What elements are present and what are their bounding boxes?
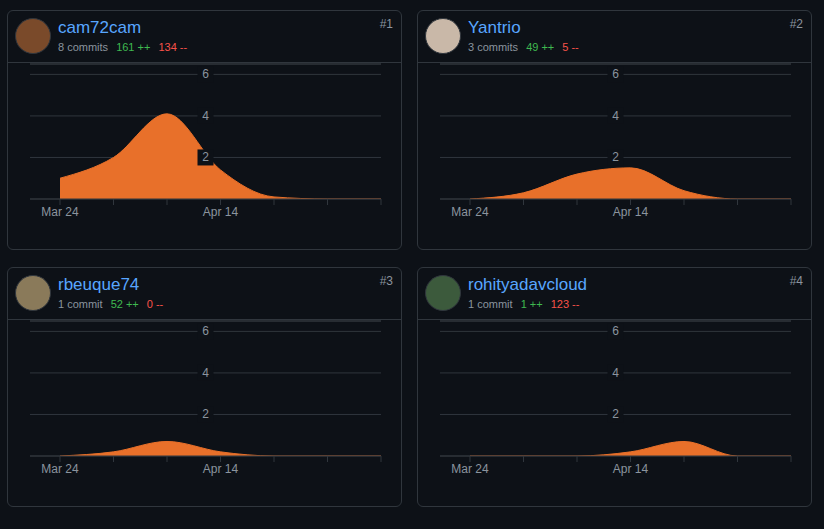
html-text:0 --: 0 -- [146, 298, 164, 310]
svg-text:Mar 24: Mar 24 [451, 462, 489, 476]
html-text:5 --: 5 -- [562, 41, 579, 53]
svg-text:Mar 24: Mar 24 [451, 205, 489, 219]
html-text:rbeuque74: rbeuque74 [58, 275, 140, 294]
html-text:#3: #3 [379, 274, 393, 288]
svg-text:4: 4 [612, 109, 619, 123]
svg-text:Mar 24: Mar 24 [41, 205, 79, 219]
html-text:8 commits: 8 commits [58, 41, 109, 53]
svg-text:Apr 14: Apr 14 [203, 462, 239, 476]
svg-text:4: 4 [202, 366, 209, 380]
svg-text:Apr 14: Apr 14 [613, 205, 649, 219]
html-text:1 commit: 1 commit [58, 298, 103, 310]
svg-text:2: 2 [612, 407, 619, 421]
html-text:1 ++: 1 ++ [520, 298, 543, 310]
html-text:cam72cam: cam72cam [58, 18, 142, 37]
html-text:Yantrio: Yantrio [468, 18, 521, 37]
html-text:123 --: 123 -- [550, 298, 580, 310]
svg-text:6: 6 [202, 324, 209, 338]
svg-text:Apr 14: Apr 14 [613, 462, 649, 476]
svg-text:4: 4 [612, 366, 619, 380]
svg-text:6: 6 [612, 67, 619, 81]
svg-text:2: 2 [202, 407, 209, 421]
html-text:161 ++: 161 ++ [116, 41, 151, 53]
html-text:#4: #4 [789, 274, 803, 288]
svg-text:Apr 14: Apr 14 [203, 205, 239, 219]
svg-text:6: 6 [202, 67, 209, 81]
html-text:#2: #2 [789, 17, 803, 31]
html-text:49 ++: 49 ++ [526, 41, 555, 53]
svg-text:2: 2 [202, 150, 209, 164]
html-text:52 ++: 52 ++ [110, 298, 139, 310]
html-text:#1: #1 [379, 17, 393, 31]
html-text:134 --: 134 -- [158, 41, 188, 53]
svg-text:6: 6 [612, 324, 619, 338]
svg-text:4: 4 [202, 109, 209, 123]
svg-text:Mar 24: Mar 24 [41, 462, 79, 476]
html-text:3 commits: 3 commits [468, 41, 519, 53]
svg-text:2: 2 [612, 150, 619, 164]
html-text:1 commit: 1 commit [468, 298, 513, 310]
html-text:rohityadavcloud: rohityadavcloud [468, 275, 588, 294]
